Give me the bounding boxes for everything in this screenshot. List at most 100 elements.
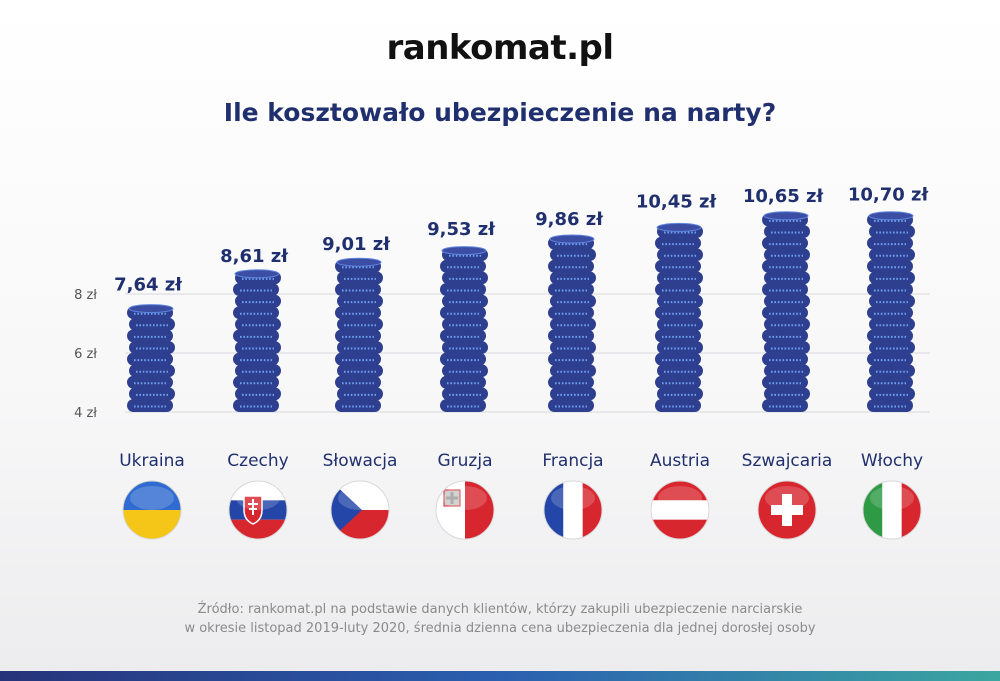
coin — [442, 294, 488, 308]
flag-switzerland-icon — [758, 481, 816, 539]
coin — [442, 387, 488, 401]
flag-italy-icon — [863, 481, 921, 539]
coin-top — [656, 222, 702, 232]
value-label: 9,86 zł — [535, 209, 604, 230]
flag-rim — [543, 480, 603, 540]
flag-rim — [862, 480, 922, 540]
coin — [235, 364, 281, 378]
coin — [337, 271, 383, 285]
bar-słowacja — [335, 257, 383, 412]
coin — [337, 364, 383, 378]
coin — [548, 329, 594, 343]
coin — [440, 306, 486, 320]
category-label: Słowacja — [323, 451, 398, 471]
coin — [129, 364, 175, 378]
coin — [655, 375, 701, 389]
coin — [762, 283, 808, 296]
coin — [233, 283, 279, 296]
coin — [869, 364, 915, 378]
coin — [869, 271, 915, 285]
coin — [550, 294, 596, 308]
coin — [657, 364, 703, 378]
coin — [550, 317, 596, 331]
coin — [235, 294, 281, 308]
coin — [764, 271, 810, 285]
coin — [550, 387, 596, 401]
bar-francja — [548, 234, 596, 412]
coin — [440, 259, 486, 273]
coin — [764, 364, 810, 378]
coin — [764, 294, 810, 308]
coin — [129, 341, 175, 354]
coin — [337, 341, 383, 354]
coin — [548, 399, 594, 412]
y-tick-label: 8 zł — [74, 288, 97, 303]
coin — [657, 248, 703, 262]
bar-austria — [655, 222, 703, 412]
value-label: 10,70 zł — [848, 184, 930, 205]
source-line-2: w okresie listopad 2019-luty 2020, średn… — [184, 621, 816, 636]
coin — [235, 387, 281, 401]
coin — [233, 375, 279, 389]
category-label: Ukraina — [119, 451, 185, 471]
flag-slovakia-icon — [229, 481, 287, 539]
coin — [762, 329, 808, 343]
coin — [655, 306, 701, 320]
coin — [127, 329, 173, 343]
category-label: Szwajcaria — [742, 451, 833, 471]
coin — [655, 259, 701, 273]
coin — [235, 317, 281, 331]
flag-rim — [650, 480, 710, 540]
coin — [548, 352, 594, 366]
coin — [440, 329, 486, 343]
coin — [233, 306, 279, 320]
coin — [127, 375, 173, 389]
value-label: 9,53 zł — [427, 219, 496, 240]
coin-top — [763, 211, 809, 221]
category-label: Czechy — [227, 451, 288, 471]
bar-czechy — [233, 269, 281, 412]
flag-rim — [757, 480, 817, 540]
value-label: 9,01 zł — [322, 234, 391, 255]
coin — [869, 225, 915, 238]
source-line-1: Źródło: rankomat.pl na podstawie danych … — [197, 602, 803, 617]
coin — [442, 364, 488, 378]
coin — [655, 399, 701, 412]
bottom-bar — [0, 671, 1000, 681]
coin — [335, 352, 381, 366]
flag-rim — [330, 480, 390, 540]
coin — [764, 317, 810, 331]
bar-gruzja — [440, 246, 488, 412]
y-tick-label: 6 zł — [74, 347, 97, 362]
category-label: Austria — [650, 451, 710, 471]
y-tick-label: 4 zł — [74, 406, 97, 421]
coin — [867, 259, 913, 273]
coin — [233, 399, 279, 412]
value-label: 10,65 zł — [743, 186, 825, 207]
coin — [655, 236, 701, 250]
coin — [440, 399, 486, 412]
coin — [867, 283, 913, 296]
coin — [762, 236, 808, 250]
coin — [762, 399, 808, 412]
flag-rim — [435, 480, 495, 540]
value-label: 8,61 zł — [220, 246, 289, 267]
coin — [869, 387, 915, 401]
coin-top — [868, 211, 914, 221]
coin-top — [336, 257, 382, 267]
coin — [762, 259, 808, 273]
coin — [867, 236, 913, 250]
coin-top — [128, 304, 174, 314]
coin — [762, 375, 808, 389]
coin-top — [234, 269, 280, 279]
coin — [337, 317, 383, 331]
coin — [233, 352, 279, 366]
coin — [657, 294, 703, 308]
coin — [869, 294, 915, 308]
coin — [550, 271, 596, 285]
coin — [867, 399, 913, 412]
coin — [550, 248, 596, 262]
coin — [335, 399, 381, 412]
coin — [764, 225, 810, 238]
coin — [655, 283, 701, 296]
